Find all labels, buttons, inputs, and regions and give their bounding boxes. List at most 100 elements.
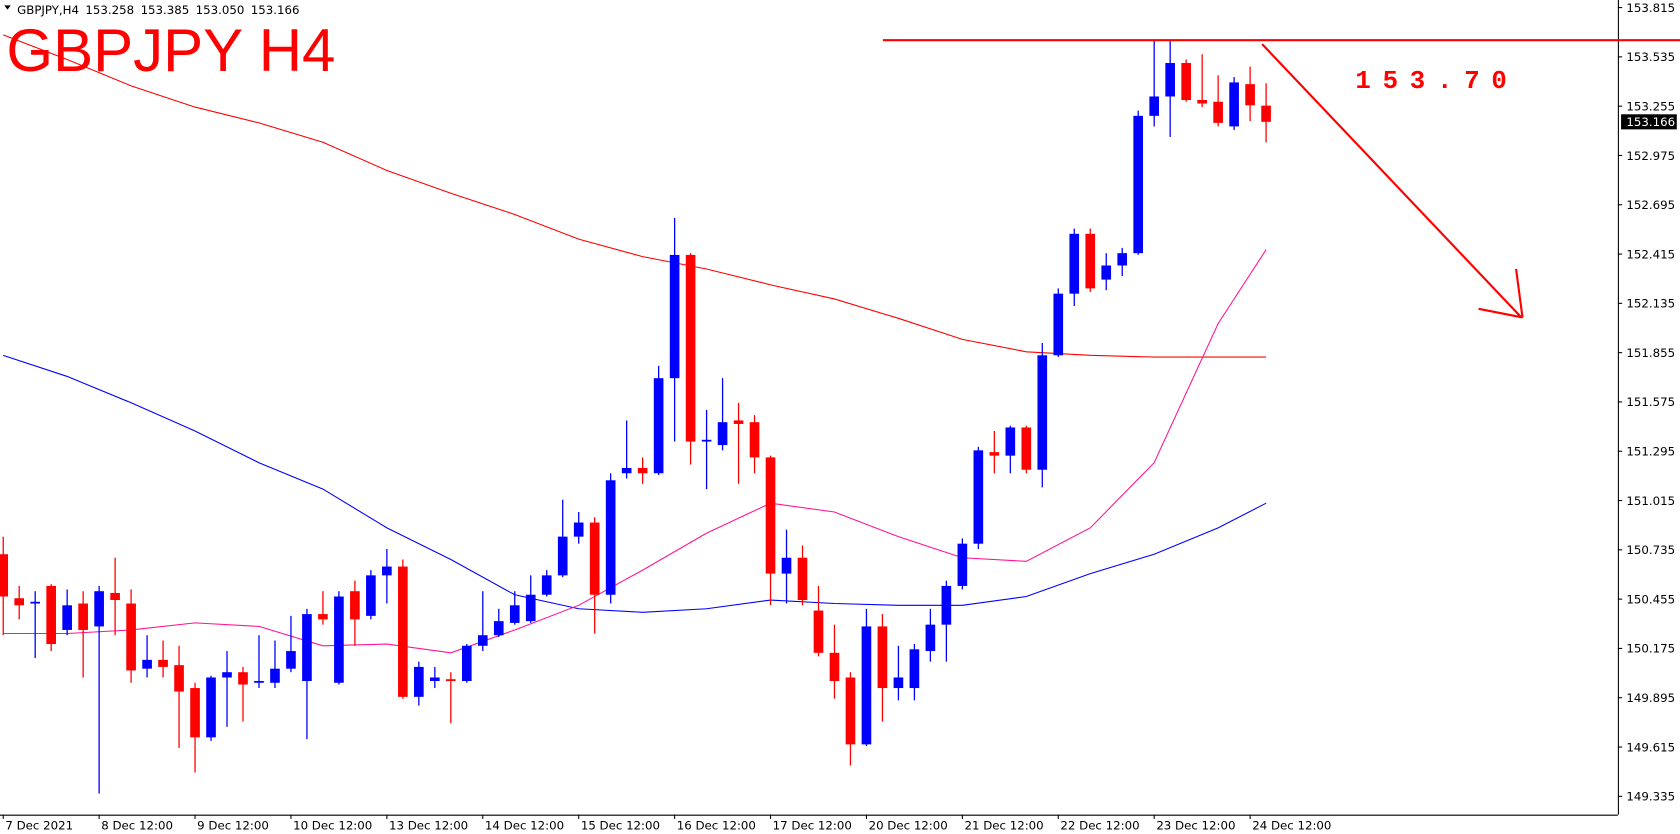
y-tick-label: 152.975 [1626, 149, 1675, 163]
candle-body [0, 554, 9, 597]
y-tick-label: 151.855 [1626, 346, 1675, 360]
candle-body [861, 626, 872, 745]
candle-body [829, 652, 840, 682]
y-tick-label: 149.615 [1626, 740, 1675, 754]
arrow-head [1478, 307, 1523, 319]
candle-body [78, 603, 88, 630]
candle-body [1213, 101, 1223, 123]
symbol-header: GBPJPY,H4 153.258 153.385 153.050 153.166 [17, 3, 299, 17]
y-tick-label: 151.015 [1626, 494, 1675, 508]
candle-body [62, 605, 72, 630]
candle-body [366, 575, 376, 616]
y-tick-label: 150.455 [1626, 592, 1675, 606]
y-tick-label: 150.175 [1626, 642, 1675, 656]
candle-body [957, 543, 968, 586]
resistance-label: 153.70 [1355, 67, 1518, 96]
y-tick-label: 153.255 [1626, 99, 1675, 113]
candle-body [174, 665, 184, 692]
y-tick-label: 152.415 [1626, 247, 1675, 261]
x-tick-label: 13 Dec 12:00 [389, 819, 468, 833]
moving-average-line [3, 34, 1267, 358]
candle-body [797, 557, 808, 601]
candle-body [414, 666, 424, 697]
y-tick-label: 150.735 [1626, 543, 1675, 557]
moving-average-line [3, 249, 1267, 654]
y-tick-label: 149.335 [1626, 790, 1675, 804]
candle-body [206, 677, 216, 738]
candle-body [286, 651, 296, 669]
candle-body [893, 677, 904, 689]
candle-body [318, 614, 328, 620]
y-tick-label: 149.895 [1626, 691, 1675, 705]
candle-body [1229, 82, 1239, 127]
candle-body [477, 635, 488, 646]
header-text: 153.385 [141, 3, 190, 17]
x-tick-label: 24 Dec 12:00 [1252, 819, 1331, 833]
y-tick-label: 152.695 [1626, 198, 1675, 212]
candle-body [350, 591, 360, 620]
candle-body [110, 592, 120, 601]
candle-body [877, 626, 888, 689]
annotations [1261, 43, 1524, 319]
header-text: 153.166 [251, 3, 300, 17]
arrow-head [1515, 268, 1524, 318]
x-tick-label: 17 Dec 12:00 [773, 819, 852, 833]
x-tick-label: 14 Dec 12:00 [485, 819, 564, 833]
x-tick-label: 7 Dec 2021 [5, 819, 73, 833]
candle-body [158, 659, 168, 667]
candle-body [1197, 100, 1207, 104]
candle-body [445, 679, 456, 682]
candle-body [94, 591, 104, 627]
x-tick-label: 10 Dec 12:00 [293, 819, 372, 833]
candle-body [1245, 84, 1255, 106]
candle-body [270, 668, 280, 683]
header-text: 153.050 [196, 3, 245, 17]
candle-body [813, 610, 824, 653]
candle-body [14, 598, 25, 606]
candle-body [1085, 233, 1096, 289]
candle-body [334, 596, 344, 683]
candle-body [238, 672, 248, 685]
x-tick-label: 8 Dec 12:00 [101, 819, 173, 833]
candle-body [1101, 265, 1112, 280]
moving-average-line [3, 354, 1267, 613]
candle-body [1053, 293, 1064, 356]
candle-body [382, 566, 392, 576]
arrow-shaft [1261, 43, 1523, 319]
candle-body [909, 649, 920, 689]
x-tick-label: 9 Dec 12:00 [197, 819, 269, 833]
x-tick-label: 23 Dec 12:00 [1156, 819, 1235, 833]
candle-body [765, 457, 776, 574]
candle-body [941, 585, 952, 625]
candle-body [493, 621, 504, 636]
candle-body [1117, 253, 1128, 266]
x-tick-label: 15 Dec 12:00 [581, 819, 660, 833]
candle-body [573, 522, 584, 537]
candle-body [430, 677, 440, 682]
candle-body [30, 601, 41, 604]
candle-body [717, 422, 728, 446]
candle-body [701, 439, 712, 442]
candle-body [1021, 427, 1032, 470]
candle-body [557, 536, 568, 576]
x-tick-label: 22 Dec 12:00 [1060, 819, 1139, 833]
candle-body [989, 452, 1000, 456]
candle-body [1005, 427, 1016, 456]
candle-body [925, 624, 936, 652]
candle-body [733, 420, 744, 424]
candle-body [685, 254, 696, 442]
candle-body [509, 605, 520, 623]
candle-body [1165, 63, 1175, 97]
candle-body [541, 575, 552, 595]
candle-body [621, 467, 632, 474]
candle-body [1069, 233, 1080, 294]
candle-body [845, 677, 856, 745]
candle-body [142, 659, 152, 669]
candle-body [302, 614, 312, 682]
candle-body [222, 672, 232, 678]
x-tick-label: 21 Dec 12:00 [965, 819, 1044, 833]
candle-body [254, 681, 264, 683]
